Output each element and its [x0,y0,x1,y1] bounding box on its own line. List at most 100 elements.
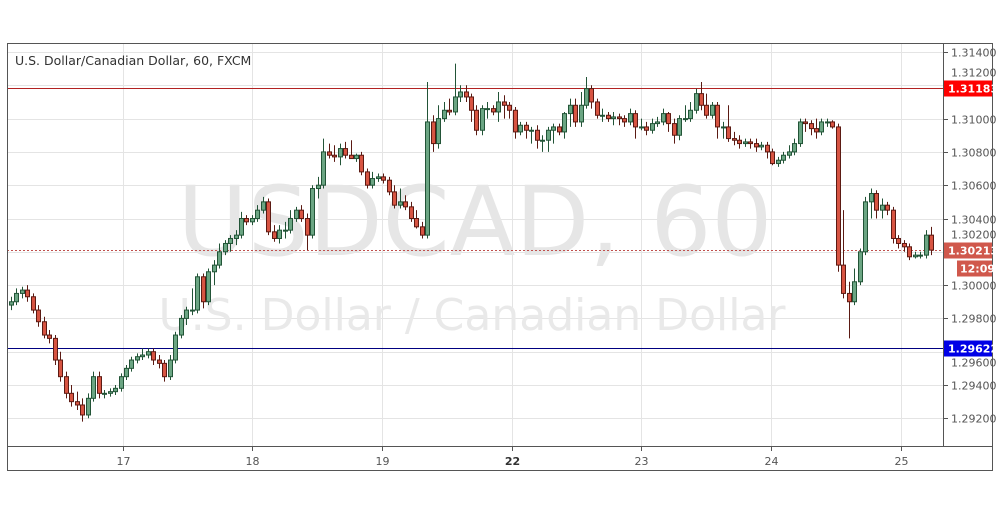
candle-up [250,218,255,223]
x-tick-label: 25 [895,455,909,468]
candle-down [343,148,348,156]
price-label: 1.30213 [948,245,998,258]
candle-down [299,209,304,220]
y-tick-label: 1.30400 [951,214,997,227]
candle-up [173,334,178,361]
candle-up [195,276,200,311]
candle-up [135,356,140,361]
candle-up [129,359,134,369]
candle-down [201,276,206,303]
candle-up [628,113,633,123]
candle-up [255,209,260,220]
candle-up [650,123,655,131]
candle-down [715,104,720,128]
candle-down [704,104,709,116]
candle-down [162,362,167,378]
y-tick-label: 1.29200 [951,413,997,426]
candle-up [863,201,868,253]
candle-down [491,108,496,113]
candle-down [765,144,770,153]
candle-up [124,367,129,378]
candle-down [573,104,578,123]
candle-down [403,201,408,208]
y-tick-label: 1.29400 [951,380,997,393]
candle-down [896,237,901,244]
countdown-bg [957,260,992,277]
candle-up [146,351,151,356]
candle-down [474,109,479,131]
candle-down [726,126,731,140]
candle-up [518,124,523,133]
candle-up [529,129,534,132]
candle-down [803,121,808,125]
candle-down [737,139,742,145]
candle-down [272,231,277,239]
candle-up [743,141,748,145]
candle-down [699,93,704,106]
candle-down [431,121,436,145]
candle-up [819,121,824,133]
candle-down [392,191,397,206]
x-tick-label: 24 [765,455,779,468]
candle-down [464,91,469,98]
candle-up [261,201,266,211]
candle-up [781,154,786,161]
candle-up [710,104,715,116]
candle-up [354,154,359,160]
candle-down [836,126,841,266]
candle-down [907,246,912,258]
candle-up [825,121,830,124]
time-axis[interactable]: 17 18 19 22 23 24 25 [117,446,909,468]
candle-down [381,176,386,181]
candle-up [190,309,195,312]
candle-up [639,126,644,129]
candle-up [677,118,682,136]
candle-up [370,178,375,186]
candle-down [617,116,622,120]
candle-down [266,201,271,233]
candle-up [9,301,14,306]
candle-up [611,116,616,120]
candles [9,63,934,422]
candle-up [661,113,666,123]
candle-down [64,376,69,394]
y-tick-label: 1.30200 [951,229,997,242]
candle-down [414,218,419,228]
candle-down [447,109,452,113]
candle-down [672,123,677,136]
x-tick-label: 18 [246,455,260,468]
countdown-label: 12:09 [960,263,995,276]
candle-up [436,118,441,145]
candle-up [852,281,857,303]
candle-up [228,237,233,244]
candle-down [25,289,30,298]
x-tick-label: 23 [635,455,649,468]
candle-up [480,108,485,131]
candle-down [666,113,671,125]
candle-down [830,121,835,128]
candle-down [151,351,156,361]
candle-up [869,193,874,203]
candle-up [442,109,447,120]
price-axis[interactable]: 1.31400 1.31200 1.31000 1.30800 1.30600 1.304… [943,47,997,426]
candle-down [469,96,474,111]
candle-down [535,129,540,141]
candle-up [485,108,490,111]
candle-up [316,184,321,190]
candle-down [53,337,58,361]
price-label: 1.29622 [948,343,998,356]
y-tick-label: 1.30600 [951,180,997,193]
candle-down [809,123,814,130]
candle-down [502,101,507,106]
candle-up [376,176,381,180]
y-tick-label: 1.29600 [951,357,997,370]
candle-down [409,206,414,220]
candle-down [97,376,102,394]
candle-up [453,96,458,113]
candle-up [108,391,113,394]
candle-up [759,144,764,148]
candle-up [918,254,923,257]
candle-down [507,104,512,111]
candle-down [524,124,529,131]
